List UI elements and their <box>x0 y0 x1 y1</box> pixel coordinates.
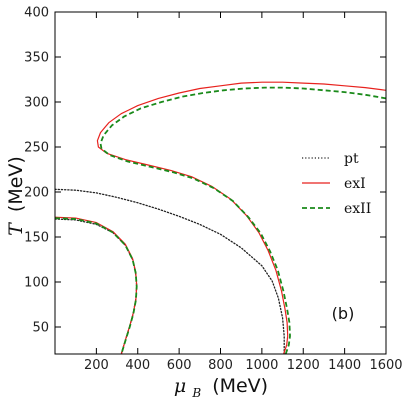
series-pt-line <box>55 218 138 354</box>
x-axis-unit: (MeV) <box>212 375 268 397</box>
x-tick-label: 800 <box>208 358 233 373</box>
series-exII-line <box>55 217 138 354</box>
y-axis-unit: (MeV) <box>5 156 27 212</box>
y-axis-symbol: T <box>5 222 27 236</box>
legend: pt exI exII <box>302 151 371 217</box>
y-axis-title: T (MeV) <box>5 156 27 236</box>
x-tick-label: 1600 <box>369 358 402 373</box>
y-tick-label: 200 <box>24 186 49 201</box>
x-axis-symbol: μ <box>174 375 186 397</box>
x-axis-subscript: B <box>191 386 201 400</box>
y-tick-label: 100 <box>24 276 49 291</box>
panel-label: (b) <box>332 304 355 323</box>
x-tick-label: 1200 <box>287 358 320 373</box>
series-pt-line <box>55 188 285 354</box>
x-tick-label: 400 <box>125 358 150 373</box>
legend-label-exI: exI <box>344 176 366 192</box>
y-tick-label: 250 <box>24 141 49 156</box>
x-tick-label: 600 <box>167 358 192 373</box>
x-tick-label: 200 <box>84 358 109 373</box>
x-tick-label: 1400 <box>328 358 361 373</box>
y-tick-label: 300 <box>24 96 49 111</box>
y-tick-label: 350 <box>24 51 49 66</box>
legend-label-exII: exII <box>344 201 371 217</box>
series-exI-line <box>55 216 138 354</box>
series-exII-line <box>99 86 386 354</box>
curves <box>55 81 386 354</box>
x-tick-label: 1000 <box>245 358 278 373</box>
plot-frame <box>54 11 387 355</box>
axis-ticks: 200 400 600 800 1000 1200 1400 1600 50 100 150 200 2… <box>24 6 402 374</box>
x-axis-title: μ B (MeV) <box>174 375 268 402</box>
y-tick-label: 50 <box>32 321 49 336</box>
series-exI-line <box>96 81 386 354</box>
y-tick-label: 150 <box>24 231 49 246</box>
y-tick-label: 400 <box>24 6 49 21</box>
legend-label-pt: pt <box>344 151 359 167</box>
